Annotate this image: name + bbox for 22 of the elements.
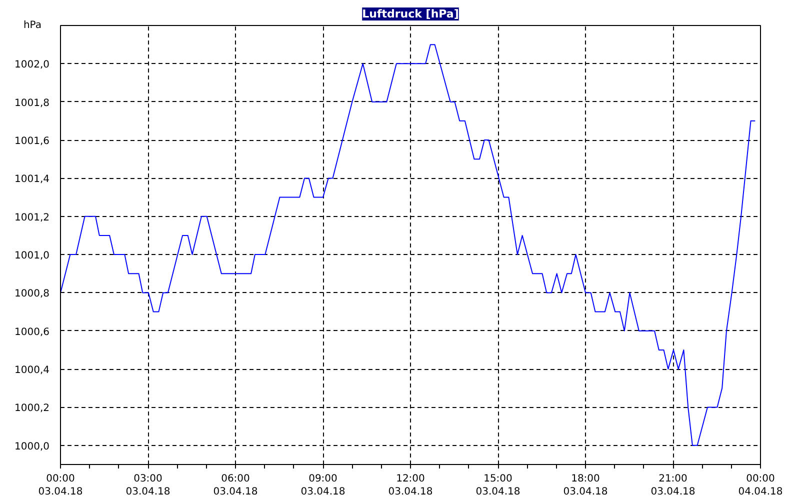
y-tick-label: 1001,2 <box>14 212 50 224</box>
x-tick-label: 00:00 03.04.18 <box>38 474 83 498</box>
y-tick-label: 1001,4 <box>14 174 50 186</box>
y-tick-label: 1001,6 <box>14 136 50 148</box>
y-tick-label: 1002,0 <box>14 60 50 71</box>
y-tick-label: 1000,6 <box>14 326 50 338</box>
y-tick-label: 1001,8 <box>14 98 50 109</box>
y-tick-label: 1000,8 <box>14 288 50 300</box>
y-tick-label: 1001,0 <box>14 250 50 262</box>
x-tick-label: 09:00 03.04.18 <box>300 474 346 498</box>
x-tick-label: 03:00 03.04.18 <box>126 474 170 498</box>
x-tick-label: 06:00 03.04.18 <box>213 474 258 498</box>
y-tick-label: 1000,0 <box>14 441 50 452</box>
y-tick-label: 1000,4 <box>14 365 50 376</box>
x-tick-label: 21:00 03.04.18 <box>650 474 696 498</box>
chart-title: Luftdruck [hPa] <box>362 8 459 20</box>
x-tick-label: 18:00 03.04.18 <box>563 474 608 498</box>
y-tick-label: 1000,2 <box>14 403 50 414</box>
x-tick-label: 00:00 04.04.18 <box>738 474 783 498</box>
y-axis-title: hPa <box>23 20 42 31</box>
x-tick-label: 12:00 03.04.18 <box>388 474 433 498</box>
x-tick-label: 15:00 03.04.18 <box>476 474 520 498</box>
